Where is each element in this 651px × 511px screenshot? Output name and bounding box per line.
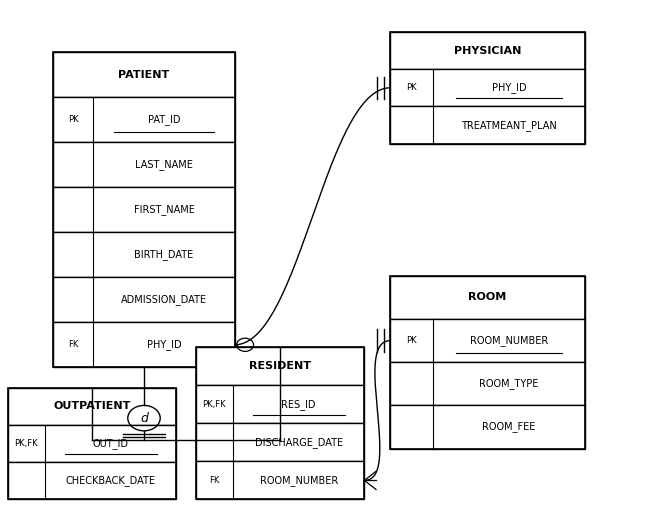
Text: PK: PK — [406, 83, 417, 92]
Text: RES_ID: RES_ID — [281, 399, 316, 410]
Text: FK: FK — [68, 340, 78, 350]
Text: ROOM_FEE: ROOM_FEE — [482, 422, 536, 432]
Bar — [53, 187, 235, 233]
Text: LAST_NAME: LAST_NAME — [135, 159, 193, 170]
Bar — [391, 276, 585, 449]
Bar — [53, 52, 235, 367]
Text: FIRST_NAME: FIRST_NAME — [133, 204, 195, 215]
Bar — [8, 425, 176, 462]
Bar — [391, 69, 585, 106]
Bar — [53, 277, 235, 322]
Bar — [8, 388, 176, 425]
Bar — [53, 52, 235, 97]
Text: PHY_ID: PHY_ID — [146, 339, 181, 350]
Text: PK: PK — [68, 115, 79, 124]
Bar — [53, 322, 235, 367]
Bar — [391, 32, 585, 69]
Text: BIRTH_DATE: BIRTH_DATE — [134, 249, 193, 260]
Bar — [196, 385, 365, 423]
Bar — [391, 405, 585, 449]
Text: d: d — [140, 412, 148, 425]
Text: FK: FK — [209, 476, 219, 485]
Text: ROOM_NUMBER: ROOM_NUMBER — [470, 335, 548, 346]
Bar — [391, 276, 585, 319]
Text: PHY_ID: PHY_ID — [492, 82, 526, 93]
Text: PK,FK: PK,FK — [202, 400, 226, 409]
Text: OUTPATIENT: OUTPATIENT — [53, 401, 131, 411]
Bar — [53, 233, 235, 277]
Bar — [196, 423, 365, 461]
Text: ADMISSION_DATE: ADMISSION_DATE — [121, 294, 207, 305]
Bar — [391, 319, 585, 362]
Bar — [53, 142, 235, 187]
Bar — [8, 388, 176, 499]
Text: PK: PK — [406, 336, 417, 345]
Text: ROOM_TYPE: ROOM_TYPE — [479, 378, 538, 389]
Text: ROOM: ROOM — [469, 292, 506, 303]
Bar — [196, 347, 365, 385]
Text: ROOM_NUMBER: ROOM_NUMBER — [260, 475, 338, 486]
Bar — [391, 32, 585, 144]
Text: OUT_ID: OUT_ID — [92, 438, 129, 449]
Bar — [391, 362, 585, 405]
Text: CHECKBACK_DATE: CHECKBACK_DATE — [66, 475, 156, 486]
Text: RESIDENT: RESIDENT — [249, 361, 311, 371]
Text: PAT_ID: PAT_ID — [148, 114, 180, 125]
Bar — [53, 97, 235, 142]
Text: PATIENT: PATIENT — [118, 69, 170, 80]
Text: PK,FK: PK,FK — [14, 439, 38, 448]
Bar — [196, 347, 365, 499]
Text: TREATMEANT_PLAN: TREATMEANT_PLAN — [461, 120, 557, 130]
Text: DISCHARGE_DATE: DISCHARGE_DATE — [255, 437, 342, 448]
Bar — [391, 106, 585, 144]
Bar — [196, 461, 365, 499]
Text: PHYSICIAN: PHYSICIAN — [454, 45, 521, 56]
Bar — [8, 462, 176, 499]
